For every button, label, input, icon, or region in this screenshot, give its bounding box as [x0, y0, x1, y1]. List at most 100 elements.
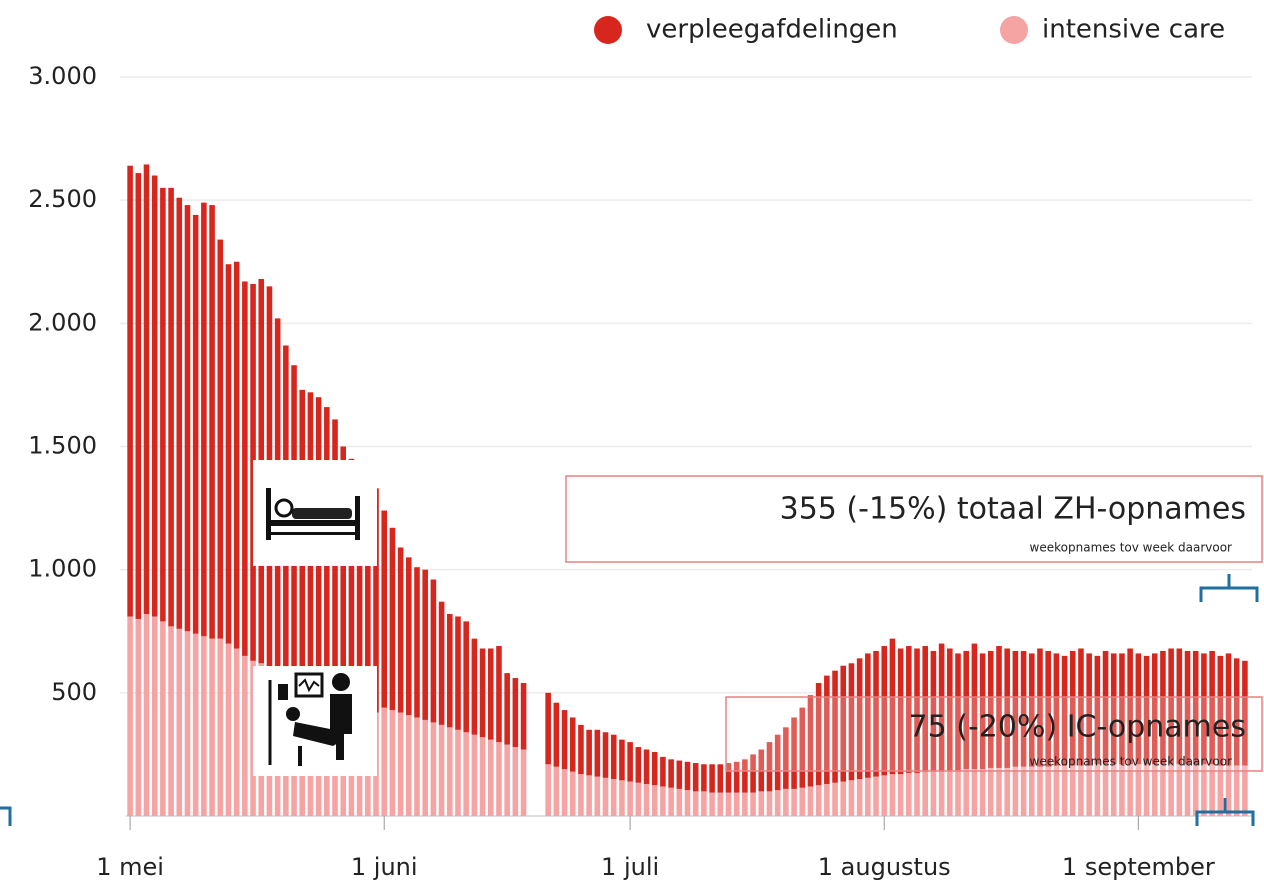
bar-segment — [955, 770, 961, 816]
bar-segment — [136, 173, 142, 619]
legend-label: intensive care — [1042, 15, 1225, 45]
y-tick-label: 1.000 — [28, 555, 97, 583]
bar-segment — [209, 639, 215, 816]
bar-segment — [1037, 767, 1043, 816]
bar-segment — [963, 769, 969, 816]
bar-segment — [881, 775, 887, 816]
bar-segment — [1218, 766, 1224, 816]
bar-segment — [234, 648, 240, 816]
bar-segment — [472, 735, 478, 816]
bracket — [1201, 574, 1257, 602]
bar-segment — [513, 747, 519, 816]
bar-segment — [1054, 766, 1060, 816]
bar-segment — [775, 790, 781, 816]
bar-segment — [931, 772, 937, 816]
bar-segment — [242, 656, 248, 816]
bar-segment — [472, 639, 478, 735]
bar-segment — [488, 648, 494, 739]
bar-segment — [644, 749, 650, 783]
bar-segment — [234, 262, 240, 649]
annotation-sub: weekopnames tov week daarvoor — [1030, 541, 1233, 555]
bar-segment — [1234, 766, 1240, 816]
x-tick-label: 1 september — [1062, 853, 1215, 881]
bar-segment — [586, 730, 592, 776]
bar-segment — [447, 727, 453, 816]
bar-segment — [1021, 767, 1027, 816]
legend-label: verpleegafdelingen — [646, 15, 898, 45]
bar-segment — [1136, 764, 1142, 816]
bar-segment — [152, 176, 158, 617]
bar-segment — [660, 786, 666, 816]
bar-segment — [758, 791, 764, 816]
bar-segment — [1127, 764, 1133, 816]
bar-segment — [1013, 767, 1019, 816]
bar-segment — [619, 740, 625, 781]
bar-segment — [398, 713, 404, 816]
bar-segment — [136, 619, 142, 816]
bar-segment — [611, 735, 617, 779]
bar-segment — [406, 557, 412, 715]
bar-segment — [939, 772, 945, 816]
bar-segment — [595, 777, 601, 816]
bar-segment — [463, 732, 469, 816]
bar-segment — [1045, 767, 1051, 816]
bar-segment — [168, 626, 174, 816]
bar-segment — [193, 215, 199, 634]
bar-segment — [562, 769, 568, 816]
bar-segment — [873, 777, 879, 816]
x-tick-label: 1 juli — [601, 853, 659, 881]
bar-segment — [422, 570, 428, 720]
bar-segment — [726, 793, 732, 816]
bar-segment — [652, 785, 658, 816]
bar-segment — [742, 793, 748, 816]
bar-segment — [176, 198, 182, 629]
bar-segment — [144, 614, 150, 816]
page: {"chart_data": {"type": "stacked-bar", "… — [0, 0, 1264, 888]
bar-segment — [193, 634, 199, 816]
bar-segment — [414, 567, 420, 717]
bar-segment — [406, 715, 412, 816]
bar-segment — [201, 636, 207, 816]
annotation-sub: weekopnames tov week daarvoor — [1030, 755, 1233, 769]
bar-segment — [791, 789, 797, 816]
y-tick-label: 1.500 — [28, 432, 97, 460]
bar-segment — [627, 742, 633, 781]
bar-segment — [685, 790, 691, 816]
bar-segment — [1078, 766, 1084, 816]
bar-segment — [857, 779, 863, 816]
bar-segment — [144, 164, 150, 614]
bar-segment — [242, 281, 248, 655]
bar-segment — [496, 742, 502, 816]
bar-segment — [685, 762, 691, 790]
bar-segment — [562, 710, 568, 769]
bar-segment — [898, 774, 904, 816]
bar-segment — [627, 782, 633, 816]
bar-segment — [504, 745, 510, 816]
bar-segment — [849, 780, 855, 816]
bar-segment — [693, 791, 699, 816]
bar-segment — [767, 791, 773, 816]
bar-segment — [160, 621, 166, 816]
bar-segment — [152, 616, 158, 816]
bar-segment — [554, 767, 560, 816]
bar-segment — [480, 648, 486, 737]
bar-segment — [734, 793, 740, 816]
bar-segment — [1177, 764, 1183, 816]
bar-segment — [1185, 764, 1191, 816]
bar-segment — [693, 763, 699, 791]
bar-segment — [972, 769, 978, 816]
bar-segment — [890, 774, 896, 816]
bar-segment — [176, 629, 182, 816]
bar-segment — [808, 786, 814, 816]
bar-segment — [718, 764, 724, 792]
bar-segment — [783, 789, 789, 816]
bar-segment — [652, 752, 658, 785]
bar-segment — [947, 770, 953, 816]
bar-segment — [217, 639, 223, 816]
bar-segment — [595, 730, 601, 777]
bar-segment — [168, 188, 174, 626]
bar-segment — [431, 580, 437, 723]
bar-segment — [1226, 766, 1232, 816]
bar-segment — [127, 616, 133, 816]
bar-segment — [1062, 766, 1068, 816]
